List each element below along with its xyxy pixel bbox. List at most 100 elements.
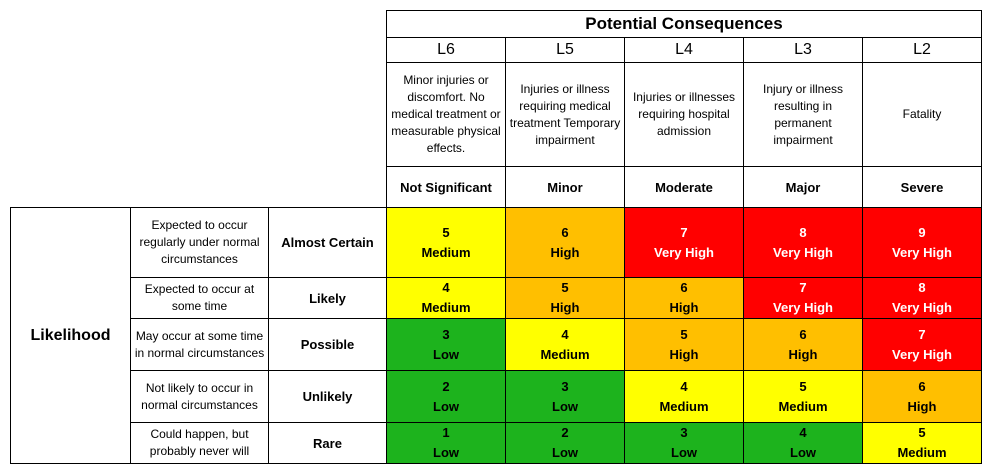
risk-rating: Very High (892, 346, 952, 362)
risk-matrix: Potential Consequences L6 L5 L4 L3 L2 Mi… (10, 10, 982, 464)
risk-rating: Medium (897, 445, 947, 460)
likelihood-label: Rare (268, 422, 387, 464)
risk-cell: 3 Low (624, 422, 744, 464)
likelihood-title: Likelihood (10, 207, 131, 464)
risk-rating: Low (790, 445, 816, 460)
likelihood-row: May occur at some time in normal circums… (11, 318, 982, 371)
risk-score: 6 (561, 224, 569, 240)
risk-rating: Very High (892, 300, 952, 315)
risk-rating: Medium (421, 244, 471, 260)
risk-score: 1 (442, 425, 450, 440)
level-header: L5 (505, 37, 625, 63)
risk-cell: 5 Medium (743, 370, 863, 423)
likelihood-label: Possible (268, 318, 387, 371)
consequence-label: Minor (505, 166, 625, 208)
risk-score: 2 (561, 425, 569, 440)
consequence-description: Fatality (862, 62, 982, 167)
risk-score: 4 (561, 326, 569, 342)
risk-cell: 8 Very High (862, 277, 982, 319)
likelihood-label: Likely (268, 277, 387, 319)
consequence-description: Injury or illness resulting in permanent… (743, 62, 863, 167)
likelihood-description: Not likely to occur in normal circumstan… (130, 370, 269, 423)
risk-rating: Low (671, 445, 697, 460)
consequence-label: Severe (862, 166, 982, 208)
risk-rating: High (669, 300, 699, 315)
risk-cell: 7 Very High (624, 207, 744, 278)
risk-rating: High (550, 300, 580, 315)
risk-rating: High (669, 346, 699, 362)
risk-cell: 6 High (624, 277, 744, 319)
risk-rating: Low (433, 445, 459, 460)
risk-score: 6 (680, 280, 688, 295)
likelihood-row: Could happen, but probably never will Ra… (11, 422, 982, 464)
likelihood-label: Almost Certain (268, 207, 387, 278)
risk-cell: 6 High (743, 318, 863, 371)
risk-rating: Medium (540, 346, 590, 362)
risk-cell: 9 Very High (862, 207, 982, 278)
risk-cell: 6 High (505, 207, 625, 278)
risk-score: 5 (680, 326, 688, 342)
risk-rating: Low (433, 346, 459, 362)
risk-score: 2 (442, 378, 450, 394)
level-row: L6 L5 L4 L3 L2 (11, 37, 982, 63)
risk-cell: 3 Low (505, 370, 625, 423)
risk-rating: Medium (778, 398, 828, 414)
risk-cell: 5 Medium (862, 422, 982, 464)
likelihood-row: Likelihood Expected to occur regularly u… (10, 207, 982, 464)
risk-cell: 4 Medium (624, 370, 744, 423)
risk-cell: 2 Low (505, 422, 625, 464)
consequence-description: Minor injuries or discomfort. No medical… (386, 62, 506, 167)
consequence-label: Moderate (624, 166, 744, 208)
risk-score: 4 (799, 425, 807, 440)
risk-cell: 3 Low (386, 318, 506, 371)
risk-score: 5 (442, 224, 450, 240)
likelihood-row: Not likely to occur in normal circumstan… (11, 370, 982, 423)
risk-score: 6 (918, 378, 926, 394)
likelihood-description: Expected to occur regularly under normal… (130, 207, 269, 278)
risk-rating: Medium (421, 300, 471, 315)
likelihood-label: Unlikely (268, 370, 387, 423)
risk-rating: Low (433, 398, 459, 414)
risk-cell: 4 Low (743, 422, 863, 464)
consequence-description-row: Minor injuries or discomfort. No medical… (11, 62, 982, 167)
risk-cell: 1 Low (386, 422, 506, 464)
risk-score: 5 (918, 425, 926, 440)
risk-score: 3 (442, 326, 450, 342)
level-header: L6 (386, 37, 506, 63)
risk-rating: Very High (773, 244, 833, 260)
likelihood-row: Expected to occur at some time Likely 4 M… (11, 277, 982, 319)
risk-cell: 5 Medium (386, 207, 506, 278)
consequence-label: Major (743, 166, 863, 208)
risk-score: 4 (680, 378, 688, 394)
risk-score: 7 (918, 326, 926, 342)
risk-rating: Very High (892, 244, 952, 260)
risk-score: 9 (918, 224, 926, 240)
risk-rating: Low (552, 445, 578, 460)
risk-rating: Very High (773, 300, 833, 315)
level-header: L4 (624, 37, 744, 63)
consequence-description: Injuries or illnesses requiring hospital… (624, 62, 744, 167)
risk-score: 8 (918, 280, 926, 295)
risk-cell: 2 Low (386, 370, 506, 423)
consequence-label: Not Significant (386, 166, 506, 208)
risk-rating: Low (552, 398, 578, 414)
level-header: L3 (743, 37, 863, 63)
risk-rating: Medium (659, 398, 709, 414)
risk-score: 7 (680, 224, 688, 240)
risk-score: 3 (680, 425, 688, 440)
risk-cell: 5 High (505, 277, 625, 319)
risk-cell: 5 High (624, 318, 744, 371)
risk-score: 4 (442, 280, 450, 295)
likelihood-description: May occur at some time in normal circums… (130, 318, 269, 371)
likelihood-description: Expected to occur at some time (130, 277, 269, 319)
likelihood-description: Could happen, but probably never will (130, 422, 269, 464)
risk-score: 7 (799, 280, 807, 295)
risk-score: 5 (561, 280, 569, 295)
risk-score: 5 (799, 378, 807, 394)
risk-score: 3 (561, 378, 569, 394)
risk-cell: 4 Medium (386, 277, 506, 319)
consequence-description: Injuries or illness requiring medical tr… (505, 62, 625, 167)
risk-cell: 7 Very High (862, 318, 982, 371)
risk-rating: Very High (654, 244, 714, 260)
risk-cell: 4 Medium (505, 318, 625, 371)
